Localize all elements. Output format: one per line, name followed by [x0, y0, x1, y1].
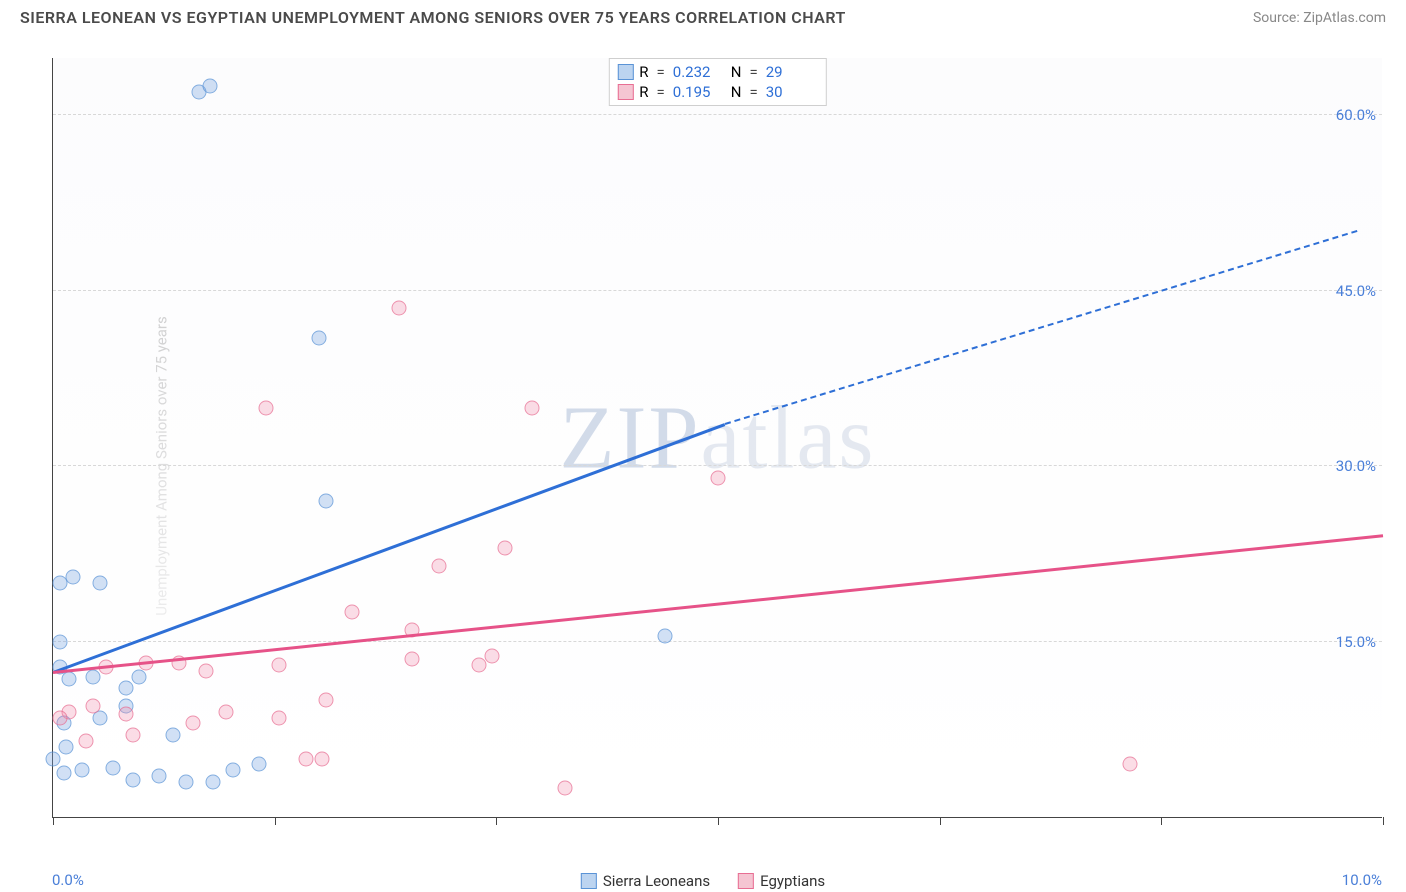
- data-point: [405, 652, 420, 667]
- x-tick: [940, 817, 941, 825]
- x-tick: [1383, 817, 1384, 825]
- data-point: [46, 751, 61, 766]
- gridline: [53, 290, 1382, 291]
- data-point: [471, 658, 486, 673]
- legend-row-sierra: R = 0.232 N = 29: [617, 63, 817, 81]
- eq-sign: =: [749, 63, 757, 81]
- data-point: [165, 728, 180, 743]
- data-point: [105, 760, 120, 775]
- data-point: [52, 634, 67, 649]
- data-point: [202, 79, 217, 94]
- data-point: [119, 681, 134, 696]
- data-point: [524, 400, 539, 415]
- data-point: [312, 330, 327, 345]
- x-tick: [53, 817, 54, 825]
- series-name-sierra: Sierra Leoneans: [603, 872, 710, 890]
- data-point: [198, 663, 213, 678]
- data-point: [272, 658, 287, 673]
- gridline: [53, 641, 1382, 642]
- eq-sign: =: [657, 63, 665, 81]
- series-name-egyptian: Egyptians: [760, 872, 825, 890]
- n-label: N: [731, 83, 742, 101]
- n-value-egyptian: 30: [766, 83, 818, 101]
- data-point: [185, 716, 200, 731]
- trend-line-extrapolated: [724, 230, 1356, 425]
- legend-row-egyptian: R = 0.195 N = 30: [617, 83, 817, 101]
- data-point: [85, 698, 100, 713]
- trend-line: [53, 534, 1383, 673]
- x-tick: [1161, 817, 1162, 825]
- data-point: [711, 470, 726, 485]
- data-point: [65, 570, 80, 585]
- data-point: [152, 769, 167, 784]
- swatch-sierra: [617, 64, 633, 80]
- chart-container: Unemployment Among Seniors over 75 years…: [0, 40, 1406, 892]
- data-point: [391, 301, 406, 316]
- data-point: [252, 757, 267, 772]
- legend-item-egyptian: Egyptians: [738, 872, 825, 890]
- plot-area: ZIPatlas R = 0.232 N = 29 R = 0.195 N = …: [52, 58, 1382, 818]
- data-point: [484, 648, 499, 663]
- watermark-bold: ZIP: [560, 388, 701, 487]
- x-tick-max: 10.0%: [1342, 871, 1382, 889]
- data-point: [52, 710, 67, 725]
- eq-sign: =: [657, 83, 665, 101]
- y-tick-label: 45.0%: [1336, 282, 1376, 300]
- data-point: [59, 739, 74, 754]
- data-point: [258, 400, 273, 415]
- data-point: [75, 763, 90, 778]
- data-point: [657, 628, 672, 643]
- x-tick-min: 0.0%: [52, 871, 84, 889]
- gridline: [53, 465, 1382, 466]
- data-point: [225, 763, 240, 778]
- y-tick-label: 30.0%: [1336, 457, 1376, 475]
- series-legend: Sierra Leoneans Egyptians: [581, 872, 825, 890]
- r-label: R: [639, 63, 648, 81]
- n-label: N: [731, 63, 742, 81]
- data-point: [119, 707, 134, 722]
- n-value-sierra: 29: [766, 63, 818, 81]
- data-point: [314, 751, 329, 766]
- r-value-egyptian: 0.195: [673, 83, 725, 101]
- gridline: [53, 114, 1382, 115]
- r-label: R: [639, 83, 648, 101]
- data-point: [1123, 757, 1138, 772]
- y-tick-label: 15.0%: [1336, 633, 1376, 651]
- data-point: [56, 765, 71, 780]
- swatch-egyptian: [738, 873, 754, 889]
- data-point: [205, 774, 220, 789]
- swatch-sierra: [581, 873, 597, 889]
- data-point: [92, 576, 107, 591]
- correlation-legend: R = 0.232 N = 29 R = 0.195 N = 30: [608, 58, 826, 106]
- data-point: [345, 605, 360, 620]
- data-point: [125, 772, 140, 787]
- swatch-egyptian: [617, 84, 633, 100]
- data-point: [218, 704, 233, 719]
- data-point: [298, 751, 313, 766]
- data-point: [179, 774, 194, 789]
- data-point: [61, 672, 76, 687]
- y-tick-label: 60.0%: [1336, 106, 1376, 124]
- x-tick: [718, 817, 719, 825]
- data-point: [79, 734, 94, 749]
- data-point: [431, 558, 446, 573]
- data-point: [125, 728, 140, 743]
- data-point: [318, 693, 333, 708]
- x-tick: [275, 817, 276, 825]
- r-value-sierra: 0.232: [673, 63, 725, 81]
- chart-title: SIERRA LEONEAN VS EGYPTIAN UNEMPLOYMENT …: [20, 8, 846, 27]
- eq-sign: =: [749, 83, 757, 101]
- legend-item-sierra: Sierra Leoneans: [581, 872, 710, 890]
- data-point: [85, 669, 100, 684]
- data-point: [558, 780, 573, 795]
- data-point: [272, 710, 287, 725]
- data-point: [318, 494, 333, 509]
- data-point: [132, 669, 147, 684]
- source-label: Source: ZipAtlas.com: [1253, 10, 1386, 26]
- data-point: [498, 541, 513, 556]
- x-tick: [496, 817, 497, 825]
